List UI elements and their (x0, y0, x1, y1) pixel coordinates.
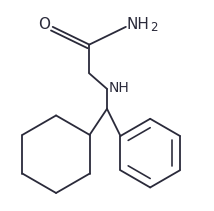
Text: 2: 2 (150, 22, 157, 34)
Text: O: O (38, 17, 50, 32)
Text: NH: NH (109, 81, 129, 95)
Text: NH: NH (126, 17, 149, 32)
